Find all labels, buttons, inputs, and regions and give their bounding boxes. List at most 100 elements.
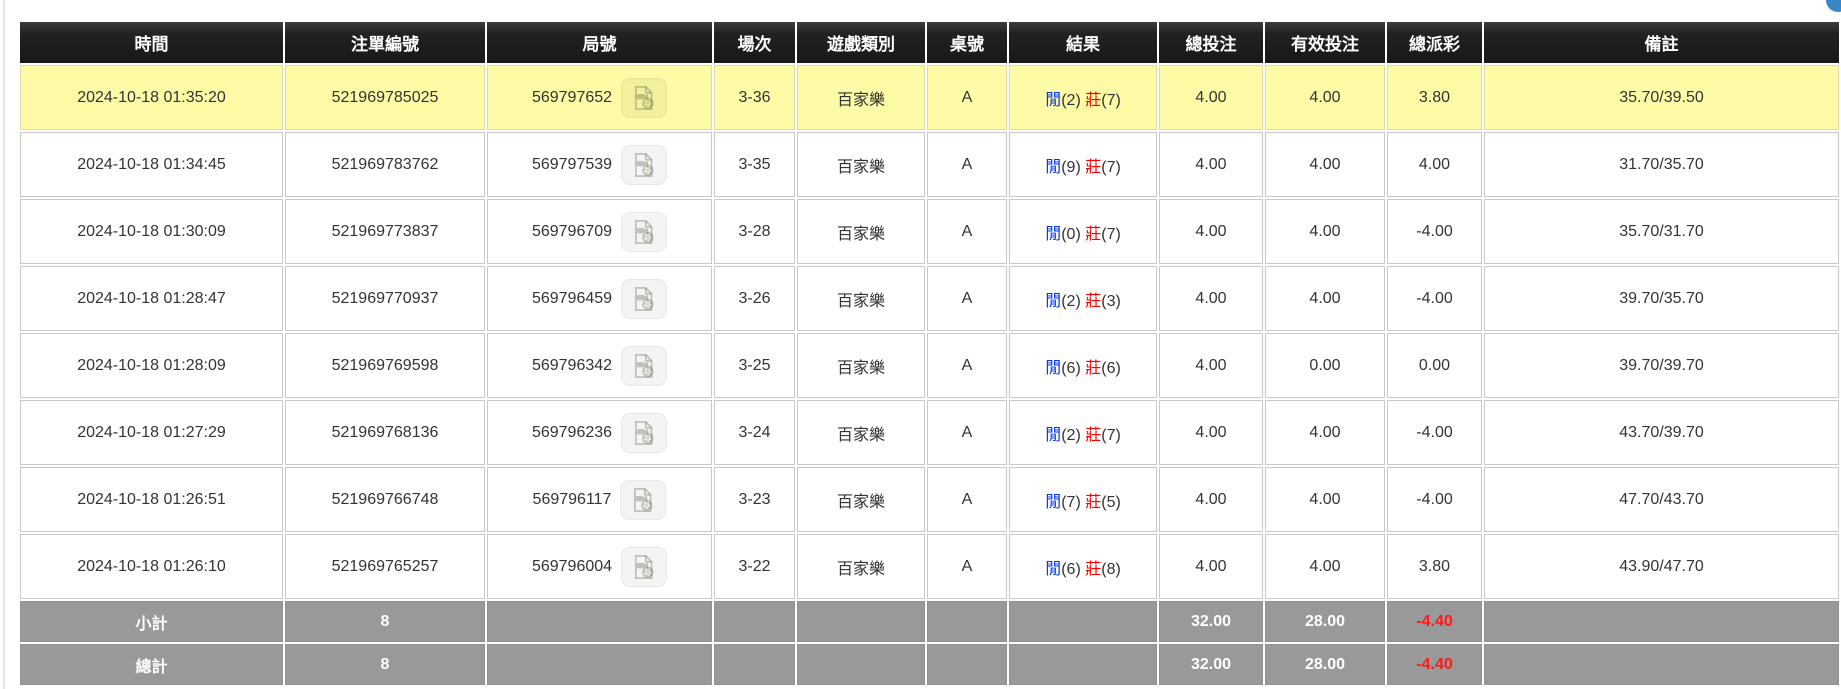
panel-edge-line (3, 0, 5, 689)
player-result-label: 閒 (1045, 91, 1062, 109)
video-replay-button[interactable] (621, 546, 668, 587)
round-number-text: 569796459 (531, 289, 613, 307)
cell-payout: -4.00 (1387, 467, 1482, 532)
cell-bet-number: 521969765257 (285, 534, 485, 599)
round-number-text: 569797539 (531, 155, 613, 173)
banker-result-label: 莊 (1085, 426, 1102, 444)
cell-valid-bet: 4.00 (1265, 65, 1385, 130)
cell-round-number: 569797652 (487, 65, 712, 130)
cell-valid-bet: 4.00 (1265, 266, 1385, 331)
banker-result-score: (6) (1101, 359, 1121, 377)
banker-result-score: (7) (1101, 225, 1121, 243)
cell-remark: 39.70/39.70 (1484, 333, 1839, 398)
cell-game-type: 百家樂 (797, 132, 925, 197)
cell-payout: 4.00 (1387, 132, 1482, 197)
cell-bet-number: 521969773837 (285, 199, 485, 264)
round-number-text: 569796117 (532, 490, 612, 508)
cell-empty (1009, 644, 1157, 685)
cell-result: 閒(6) 莊(6) (1009, 333, 1157, 398)
banker-result-score: (7) (1101, 426, 1121, 444)
cell-round-number: 569796709 (487, 199, 712, 264)
cell-empty (714, 601, 795, 642)
subtotal-row: 小計 8 32.00 28.00 -4.40 (20, 601, 1839, 642)
column-header-9: 有效投注 (1265, 22, 1385, 63)
cell-valid-bet: 4.00 (1265, 400, 1385, 465)
player-result-score: (0) (1061, 225, 1086, 243)
cell-game-type: 百家樂 (797, 467, 925, 532)
banker-result-label: 莊 (1085, 158, 1102, 176)
cell-remark: 39.70/35.70 (1484, 266, 1839, 331)
video-replay-button[interactable] (620, 479, 667, 520)
cell-valid-bet: 4.00 (1265, 132, 1385, 197)
round-number-text: 569796004 (531, 557, 613, 575)
video-replay-icon (635, 85, 654, 110)
cell-table-number: A (927, 534, 1007, 599)
cell-valid-bet: 4.00 (1265, 534, 1385, 599)
bet-row: 2024-10-18 01:26:51 521969766748 569796117… (20, 467, 1839, 532)
cell-result: 閒(7) 莊(5) (1009, 467, 1157, 532)
cell-session: 3-24 (714, 400, 795, 465)
bet-row: 2024-10-18 01:30:09 521969773837 569796709… (20, 199, 1839, 264)
cell-remark: 47.70/43.70 (1484, 467, 1839, 532)
cell-session: 3-28 (714, 199, 795, 264)
video-replay-icon (635, 353, 654, 378)
summary-payout: -4.40 (1387, 644, 1482, 685)
cell-round-number: 569796342 (487, 333, 712, 398)
cell-session: 3-23 (714, 467, 795, 532)
cell-remark: 35.70/31.70 (1484, 199, 1839, 264)
video-replay-button[interactable] (621, 144, 668, 185)
cell-valid-bet: 0.00 (1265, 333, 1385, 398)
cell-empty (927, 601, 1007, 642)
cell-time: 2024-10-18 01:26:10 (20, 534, 283, 599)
video-replay-icon (635, 152, 654, 177)
round-number-text: 569797652 (531, 88, 613, 106)
cell-empty (1009, 601, 1157, 642)
video-replay-button[interactable] (621, 278, 668, 319)
cell-time: 2024-10-18 01:28:09 (20, 333, 283, 398)
cell-bet-number: 521969769598 (285, 333, 485, 398)
cell-bet-number: 521969783762 (285, 132, 485, 197)
bet-row: 2024-10-18 01:28:47 521969770937 569796459… (20, 266, 1839, 331)
video-replay-button[interactable] (621, 412, 668, 453)
video-replay-button[interactable] (621, 77, 668, 118)
round-number-text: 569796342 (531, 356, 613, 374)
cell-result: 閒(0) 莊(7) (1009, 199, 1157, 264)
player-result-score: (2) (1061, 292, 1086, 310)
cell-table-number: A (927, 132, 1007, 197)
top-right-button-fragment[interactable] (1826, 0, 1841, 12)
cell-bet-number: 521969785025 (285, 65, 485, 130)
cell-remark: 43.70/39.70 (1484, 400, 1839, 465)
cell-game-type: 百家樂 (797, 400, 925, 465)
video-replay-icon (635, 286, 654, 311)
cell-total-bet: 4.00 (1159, 534, 1263, 599)
bet-row: 2024-10-18 01:35:20 521969785025 569797652… (20, 65, 1839, 130)
cell-table-number: A (927, 199, 1007, 264)
column-header-11: 備註 (1484, 22, 1839, 63)
banker-result-score: (8) (1101, 560, 1121, 578)
cell-table-number: A (927, 333, 1007, 398)
player-result-score: (6) (1061, 359, 1086, 377)
cell-game-type: 百家樂 (797, 534, 925, 599)
cell-empty (927, 644, 1007, 685)
bet-row: 2024-10-18 01:34:45 521969783762 569797539… (20, 132, 1839, 197)
cell-session: 3-35 (714, 132, 795, 197)
summary-count: 8 (285, 601, 485, 642)
player-result-score: (6) (1061, 560, 1086, 578)
total-row: 總計 8 32.00 28.00 -4.40 (20, 644, 1839, 685)
column-header-5: 遊戲類別 (797, 22, 925, 63)
bet-row: 2024-10-18 01:28:09 521969769598 569796342… (20, 333, 1839, 398)
column-header-4: 場次 (714, 22, 795, 63)
summary-valid-bet: 28.00 (1265, 601, 1385, 642)
video-replay-button[interactable] (621, 211, 668, 252)
cell-time: 2024-10-18 01:27:29 (20, 400, 283, 465)
cell-table-number: A (927, 467, 1007, 532)
video-replay-button[interactable] (621, 345, 668, 386)
cell-time: 2024-10-18 01:35:20 (20, 65, 283, 130)
cell-session: 3-22 (714, 534, 795, 599)
cell-empty (487, 601, 712, 642)
cell-game-type: 百家樂 (797, 65, 925, 130)
player-result-label: 閒 (1045, 426, 1062, 444)
cell-table-number: A (927, 266, 1007, 331)
summary-total-bet: 32.00 (1159, 644, 1263, 685)
